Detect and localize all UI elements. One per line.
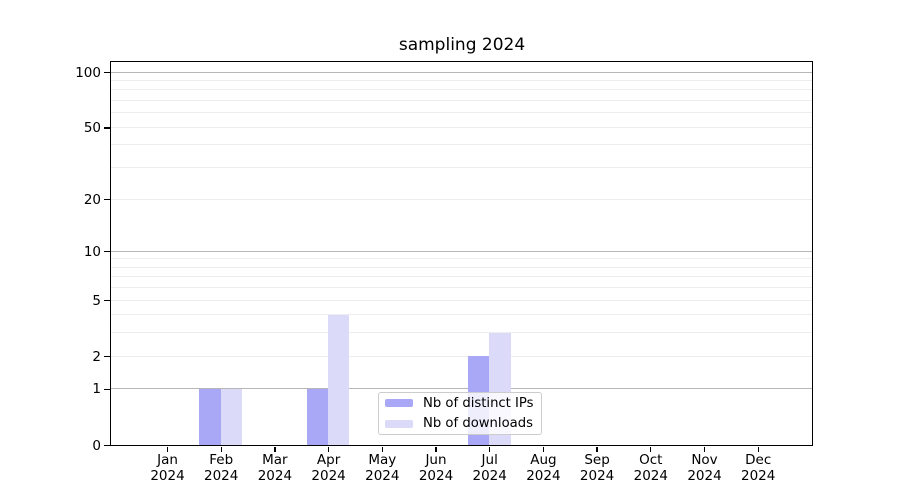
x-tick-label-year: 2024 (579, 468, 615, 484)
gridline-minor (111, 112, 812, 114)
y-tick-label: 100 (75, 64, 101, 81)
legend-label-downloads: Nb of downloads (423, 416, 533, 432)
gridline-minor (111, 89, 812, 91)
x-tick-label: Nov 2024 (669, 452, 741, 484)
x-tick-label: Mar 2024 (239, 452, 311, 484)
x-tick-label: Jan 2024 (132, 452, 204, 484)
x-tick-label-month: Aug (530, 452, 557, 468)
gridline-minor (111, 314, 812, 316)
x-tick-mark (381, 447, 383, 452)
x-tick-mark (220, 447, 222, 452)
gridline-minor (111, 276, 812, 278)
x-tick-label-year: 2024 (472, 468, 507, 484)
x-tick-label: Feb 2024 (185, 452, 257, 484)
x-tick-label-year: 2024 (633, 468, 668, 484)
x-tick-label-month: Mar (262, 452, 288, 468)
x-tick-label: Oct 2024 (615, 452, 687, 484)
x-tick-mark (274, 447, 276, 452)
y-tick-mark (104, 356, 110, 358)
y-tick-mark (104, 198, 110, 201)
gridline-minor (111, 287, 812, 289)
x-tick-mark (650, 447, 652, 452)
legend-entry-distinct-ips: Nb of distinct IPs (383, 393, 537, 414)
x-tick-label-month: May (368, 452, 397, 468)
bar-downloads (220, 388, 243, 445)
x-tick-label: Sep 2024 (561, 452, 633, 484)
legend-label-distinct-ips: Nb of distinct IPs (423, 395, 534, 411)
x-tick-mark (327, 447, 330, 452)
y-tick-label: 2 (92, 348, 101, 365)
x-tick-mark (596, 447, 598, 452)
gridline-minor (111, 126, 812, 128)
y-tick-label: 5 (92, 292, 101, 309)
x-tick-label-year: 2024 (741, 468, 776, 484)
gridline-minor (111, 144, 812, 146)
x-tick-mark (166, 447, 169, 452)
x-tick-label-month: Nov (691, 452, 718, 468)
x-tick-label-month: Apr (316, 452, 341, 468)
x-tick-label-month: Jun (425, 452, 447, 468)
y-tick-label: 0 (92, 437, 101, 454)
x-tick-label: Apr 2024 (293, 452, 365, 484)
x-tick-label-year: 2024 (257, 468, 293, 484)
gridline-minor (111, 80, 812, 82)
bar-distinct-ips (306, 388, 329, 445)
chart-title: sampling 2024 (398, 35, 526, 55)
x-tick-label-month: Sep (584, 452, 610, 468)
gridline-minor (111, 299, 812, 301)
x-tick-mark (542, 447, 545, 452)
x-tick-label-year: 2024 (526, 468, 561, 484)
y-tick-label: 10 (83, 243, 101, 260)
gridline-decade (111, 388, 812, 390)
x-tick-label-year: 2024 (418, 468, 454, 484)
bar-downloads (328, 314, 350, 445)
x-tick-label-month: Dec (745, 452, 772, 468)
legend-swatch-distinct-ips (385, 399, 413, 408)
x-tick-label-year: 2024 (150, 468, 185, 484)
y-tick-label: 20 (83, 191, 101, 208)
x-tick-label: Aug 2024 (507, 452, 579, 484)
y-tick-mark (104, 388, 110, 391)
gridline-minor (111, 100, 812, 102)
y-tick-mark (104, 71, 110, 74)
x-tick-label: May 2024 (346, 452, 418, 484)
x-tick-label-month: Oct (639, 452, 663, 468)
y-tick-mark (104, 444, 110, 447)
x-tick-mark (703, 447, 706, 452)
bar-distinct-ips (199, 388, 221, 445)
x-tick-label: Jun 2024 (400, 452, 472, 484)
legend: Nb of distinct IPs Nb of downloads (378, 392, 542, 435)
gridline-decade (111, 250, 812, 252)
x-tick-label-year: 2024 (365, 468, 400, 484)
x-tick-label-year: 2024 (687, 468, 722, 484)
legend-swatch-downloads (385, 419, 413, 428)
x-tick-mark (435, 447, 437, 452)
x-tick-label-year: 2024 (204, 468, 239, 484)
y-tick-mark (104, 127, 110, 129)
y-tick-label: 50 (83, 119, 101, 136)
x-tick-label-month: Jan (157, 452, 178, 468)
gridline-minor (111, 258, 812, 260)
x-tick-mark (489, 447, 491, 452)
x-tick-label: Dec 2024 (722, 452, 794, 484)
gridline-minor (111, 167, 812, 169)
legend-entry-downloads: Nb of downloads (383, 414, 537, 435)
gridline-minor (111, 332, 812, 334)
x-tick-label-year: 2024 (311, 468, 346, 484)
gridline-minor (111, 266, 812, 268)
y-tick-label: 1 (92, 381, 101, 398)
x-tick-mark (757, 447, 759, 452)
gridline-minor (111, 198, 812, 200)
y-tick-mark (104, 300, 110, 302)
plot-area: Nb of distinct IPs Nb of downloads (110, 61, 813, 446)
gridline-decade (111, 71, 812, 73)
x-tick-label-month: Feb (209, 452, 234, 468)
x-tick-label-month: Jul (481, 452, 498, 468)
gridline-minor (111, 355, 812, 357)
x-tick-label: Jul 2024 (454, 452, 526, 484)
y-tick-mark (104, 251, 110, 253)
